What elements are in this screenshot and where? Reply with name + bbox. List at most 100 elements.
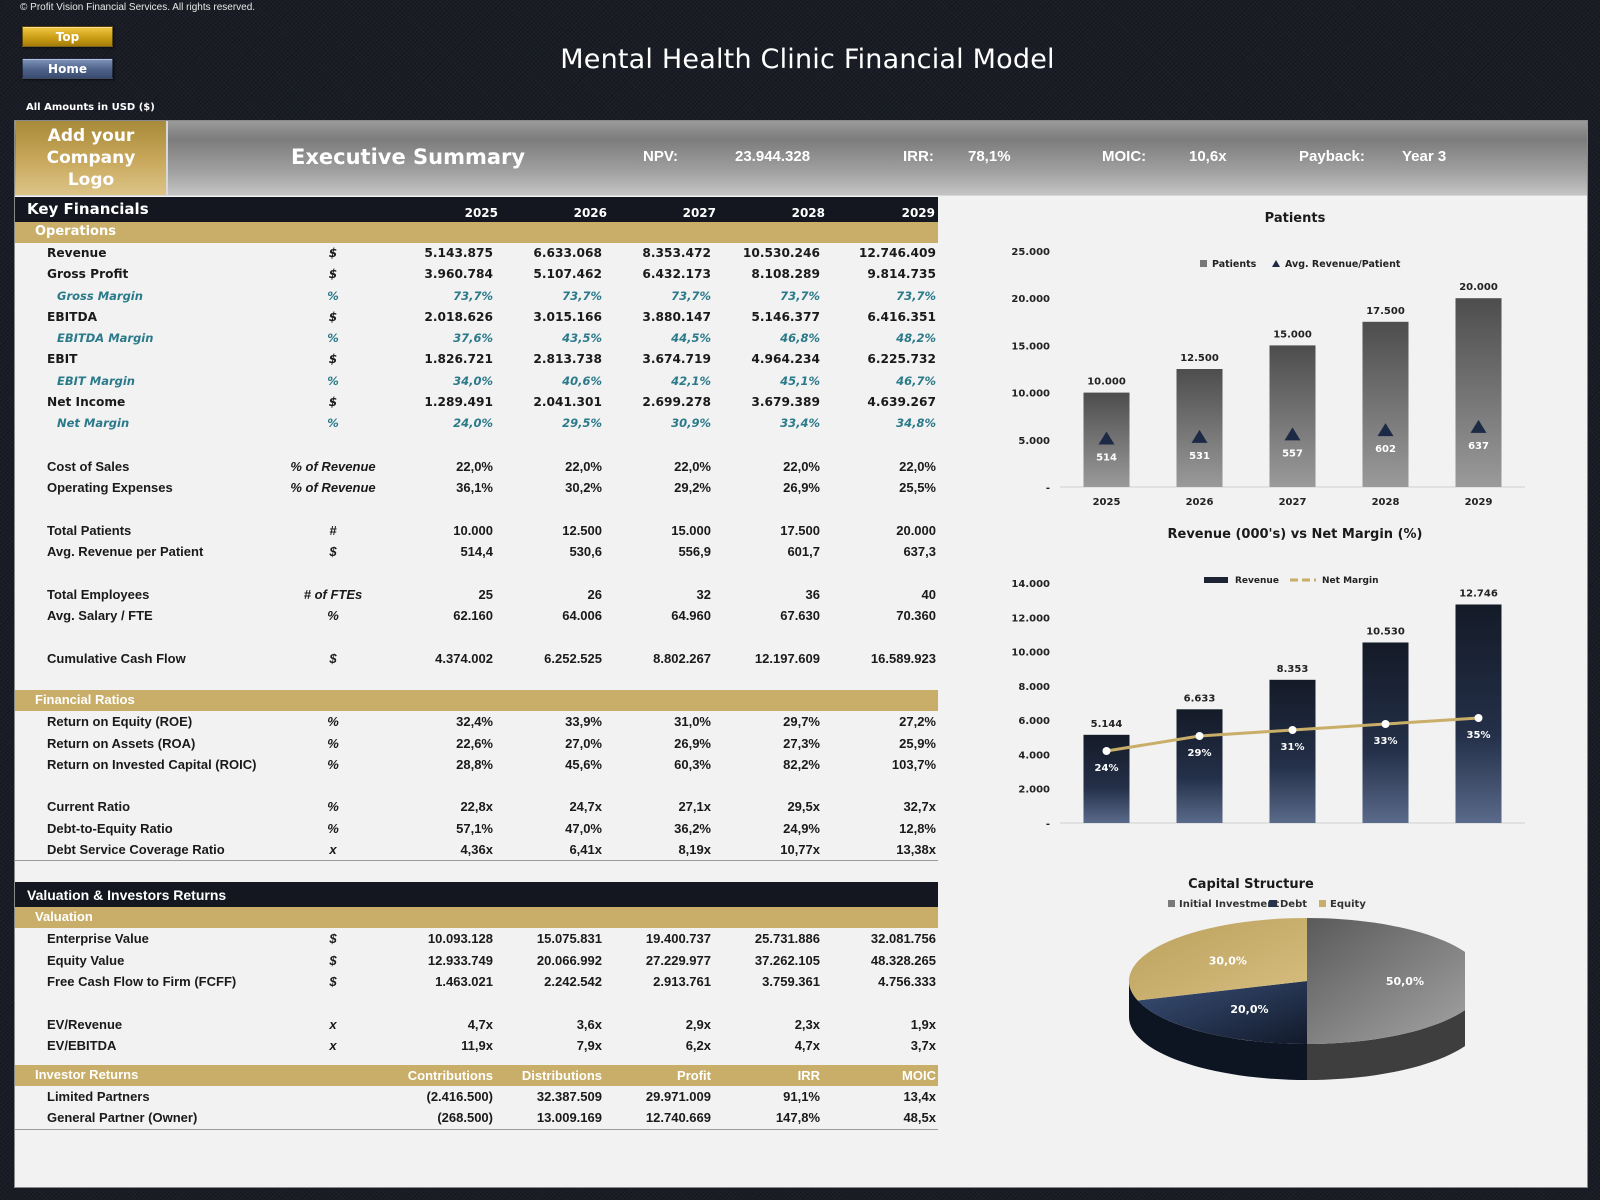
table-row: EBITDA Margin% 37,6% 43,5% 44,5% 46,8% 48,2% [15,328,938,349]
row-unit: $ [328,352,338,367]
return-ratio-rows: Return on Equity (ROE)% 32,4% 33,9% 31,0% 29… [15,711,938,775]
year-header: 2028 [791,206,825,220]
table-row: Enterprise Value $10.093.128 15.075.831 19.… [15,928,938,949]
cell-value: 2.813.738 [533,352,602,367]
cell-value: 28,8% [456,756,493,772]
net-margin-label: 35% [1467,730,1491,741]
legend-swatch-equity [1319,900,1326,907]
column-header: Profit [677,1068,711,1084]
kpi-npv-value: 23.944.328 [735,148,811,165]
cell-value: 25,5% [899,480,936,496]
key-financials-title: Key Financials [27,200,149,218]
cell-value: 11,9x [461,1037,493,1053]
cell-value: 22,6% [456,735,493,751]
table-row: EBIT Margin% 34,0% 40,6% 42,1% 45,1% 46,7% [15,371,938,392]
cell-value: 5.107.462 [533,267,602,282]
cell-value: 17.500 [780,522,820,538]
legend-label: Initial Investment [1179,899,1279,910]
cell-value: 6.225.732 [867,352,936,367]
table-row: Return on Equity (ROE)% 32,4% 33,9% 31,0% 29… [15,711,938,732]
column-header: MOIC [902,1068,936,1084]
avg-revenue-label: 531 [1189,451,1210,462]
legend-label: Equity [1330,899,1366,910]
cell-value: 30,2% [565,480,602,496]
multiple-rows: EV/Revenue x 4,7x 3,6x 2,9x 2,3x 1,9x EV/EBITDA… [15,1014,938,1057]
table-row: Gross Margin% 73,7% 73,7% 73,7% 73,7% 73,7% [15,286,938,307]
avg-revenue-marker [1470,419,1487,433]
patient-rows: Total Patients #10.000 12.500 15.000 17.500 2… [15,520,938,563]
row-unit: x [329,842,337,858]
table-row: EV/EBITDA x 11,9x 7,9x 6,2x 4,7x 3,7x [15,1035,938,1056]
table-row: Operating Expenses % of Revenue 36,1% 30,2%… [15,477,938,498]
column-header: Contributions [407,1068,493,1084]
cell-value: 637,3 [903,544,936,560]
y-tick-label: 8.000 [1018,682,1050,693]
row-label: Return on Invested Capital (ROIC) [47,756,257,772]
pie-slice-initial-investment [1307,918,1465,1044]
financial-ratios-section-header: Financial Ratios [15,690,938,712]
net-margin-label: 24% [1095,763,1119,774]
row-label: EBIT [47,352,78,367]
bar-2029 [1455,604,1502,823]
row-unit: # of FTEs [303,586,363,602]
cell-value: 64.960 [671,608,711,624]
row-label: Cumulative Cash Flow [47,650,186,666]
row-unit: % [327,416,339,431]
cell-value: 26 [587,586,602,602]
cell-value: 4,7x [467,1016,493,1032]
executive-summary-bar: Add your Company Logo Executive Summary … [15,121,1587,196]
cell-value: 3,7x [910,1037,936,1053]
row-label: EV/EBITDA [47,1037,117,1053]
x-tick-label: 2027 [1279,497,1307,506]
cell-value: 24,7x [569,799,602,815]
legend-patients-label: Patients [1212,259,1257,270]
cell-value: 2,9x [685,1016,711,1032]
logo-text: Add your Company Logo [46,126,136,190]
revenue-chart: - 2.000 4.000 6.000 8.000 10.000 12.000 14.000 2… [1011,576,1525,830]
row-label: Gross Margin [57,288,143,303]
cell-value: 40 [921,586,936,602]
cell-value: 73,7% [896,288,936,303]
table-row: EBIT $1.826.721 2.813.738 3.674.719 4.964.23… [15,349,938,370]
liquidity-ratio-rows: Current Ratio% 22,8x 24,7x 27,1x 29,5x 32,7x D… [15,796,938,862]
cell-value: 27,3% [783,735,820,751]
cell-value: 3.674.719 [642,352,711,367]
kpi-irr-label: IRR: [903,148,934,165]
cell-value: 6.252.525 [544,650,602,666]
cell-value: 44,5% [671,331,711,346]
cell-value: 29,7% [783,714,820,730]
row-label: EV/Revenue [47,1016,123,1032]
copyright-text: © Profit Vision Financial Services. All … [20,2,256,13]
table-row: Limited Partners (2.416.500) 32.387.509 29.… [15,1086,938,1107]
row-label: Debt-to-Equity Ratio [47,820,173,836]
cell-value: 25.731.886 [754,931,820,947]
company-logo-placeholder[interactable]: Add your Company Logo [16,121,168,195]
cell-value: 37.262.105 [754,952,820,968]
top-button[interactable]: Top [22,26,113,47]
legend-swatch-initial-investment [1168,900,1175,907]
bar-data-label: 10.000 [1087,377,1126,388]
y-tick-label: 14.000 [1011,579,1050,590]
cell-value: 37,6% [453,331,493,346]
home-button[interactable]: Home [22,58,113,79]
cell-value: 27,1x [678,799,711,815]
y-tick-label: 20.000 [1011,294,1050,305]
y-tick-label: 10.000 [1011,389,1050,400]
cell-value: 36 [805,586,820,602]
cell-value: 13,4x [903,1089,936,1105]
cell-value: 73,7% [780,288,820,303]
avg-revenue-label: 514 [1096,452,1117,463]
operations-rows: Revenue $5.143.875 6.633.068 8.353.472 10.53… [15,243,938,435]
cell-value: (268.500) [437,1110,493,1126]
row-label: Revenue [47,246,107,260]
column-header: IRR [797,1068,820,1084]
cell-value: 30,9% [671,416,711,431]
row-unit: x [329,1037,337,1053]
investor-rows: Limited Partners (2.416.500) 32.387.509 29.… [15,1086,938,1130]
row-unit: % [327,735,339,751]
cell-value: 6.633.068 [533,246,602,260]
cell-value: 7,9x [576,1037,602,1053]
table-row: Total Patients #10.000 12.500 15.000 17.500 2… [15,520,938,541]
executive-summary-title: Executive Summary [291,145,526,169]
pie-data-label: 20,0% [1230,1003,1268,1016]
